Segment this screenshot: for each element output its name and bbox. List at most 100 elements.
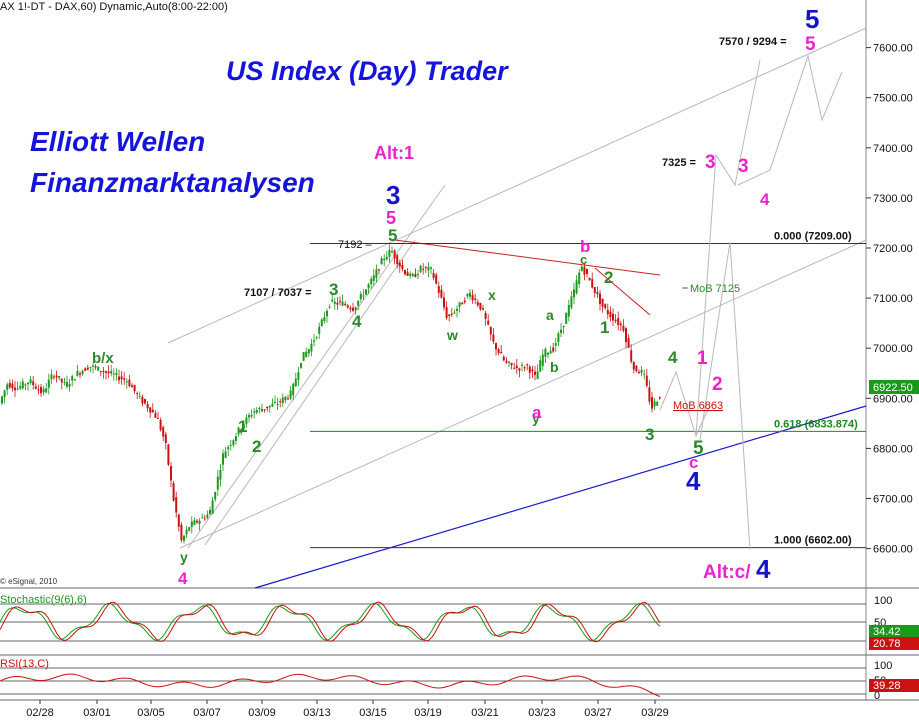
candle-body [79,373,81,375]
candle-body [133,384,136,392]
candle-body [235,436,237,441]
candle-body [97,366,100,371]
candle-body [453,312,456,314]
candle-body [461,302,464,305]
candle-body [450,313,453,315]
wave-label: Alt:c/ [703,562,751,583]
candle-body [203,518,206,520]
candle-body [302,351,305,361]
candle-body [318,326,321,334]
candle-body [1,396,3,404]
wave-label: b/x [92,350,114,367]
candle-body [297,372,300,380]
candle-body [627,338,630,348]
wave-label: 5 [805,34,816,55]
candle-body [172,483,175,501]
note-7325: 7325 = [662,157,696,169]
red-trend-line-1 [394,239,661,276]
candle-body [209,509,211,515]
candle-body [606,309,609,315]
fib-level-label: 0.618 (6833.874) [774,418,858,430]
candle-body [541,354,544,366]
candle-body [315,337,318,339]
subtitle-line-1: Elliott Wellen [30,126,205,157]
candle-body [162,427,165,437]
candle-body [565,312,568,324]
candle-body [495,343,497,350]
candle-body [508,361,510,363]
price-tick-label: 7100.00 [873,293,913,305]
candle-body [484,312,487,319]
candle-body [658,397,661,399]
candle-body [580,266,583,271]
rsi-value-tag [869,679,919,692]
date-axis: 02/28 03/01 03/05 03/07 03/09 03/13 03/15 03/19… [26,700,669,719]
candle-body [456,308,458,311]
chart-header: AX 1!-DT - DAX,60) Dynamic,Auto(8:00-22:… [0,1,228,13]
candle-body [300,363,302,368]
candle-body [534,371,536,375]
wave-label: 3 [329,280,338,299]
candle-body [123,378,126,380]
candle-body [357,300,360,306]
candle-body [68,383,71,387]
candle-body [16,388,19,390]
candle-body [40,386,42,394]
candle-body [271,403,274,407]
fib-level-label: 0.000 (7209.00) [774,230,852,242]
candle-body [76,370,79,376]
candle-body [131,385,133,388]
price-tick-label: 7200.00 [873,243,913,255]
candle-body [443,297,445,308]
projection-alt-down [699,241,751,551]
candle-body [643,373,646,375]
price-notes: 7192 – 7107 / 7037 = 7325 = 7570 / 9294 … [244,36,787,412]
candle-body [547,352,549,355]
candle-body [567,305,570,317]
candle-body [92,365,94,367]
candle-body [469,293,471,297]
candle-body [378,269,380,271]
candle-body [440,289,443,298]
projection-alt-up [695,59,761,437]
candle-body [383,258,386,261]
candle-body [417,274,419,276]
wave-label: 3 [738,156,749,177]
wave-label: 1 [697,348,708,369]
candle-body [635,365,638,372]
rsi-panel: RSI(13,C) 100 50 0 39.28 [0,658,919,702]
candle-body [115,372,118,375]
red-trend-line-2 [594,267,651,316]
candle-body [159,420,162,430]
price-tick-label: 7400.00 [873,143,913,155]
candle-body [341,301,344,306]
candle-body [144,399,146,404]
candle-body [474,298,477,301]
last-price-text: 6922.50 [873,382,913,394]
candle-body [32,381,35,386]
stoch-d-value: 20.78 [873,638,901,650]
candle-body [398,262,401,267]
candle-body [526,364,529,366]
wave-label: 1 [600,318,609,337]
candle-body [313,340,315,342]
wave-label: y [532,410,540,426]
candle-body [328,306,331,308]
candle-body [58,376,61,378]
candle-body [536,371,539,380]
candle-body [42,388,45,393]
trend-lines [167,27,867,589]
candle-body [632,362,635,370]
candle-body [617,318,620,326]
candle-body [575,280,578,294]
candle-body [404,270,406,275]
candle-body [310,343,313,352]
candle-body [63,382,66,384]
candle-body [151,409,154,413]
wave-label: c [689,453,698,472]
date-tick-label: 03/07 [193,707,221,719]
candle-body [45,388,48,393]
candle-body [625,328,627,343]
price-tick-label: 7600.00 [873,43,913,55]
